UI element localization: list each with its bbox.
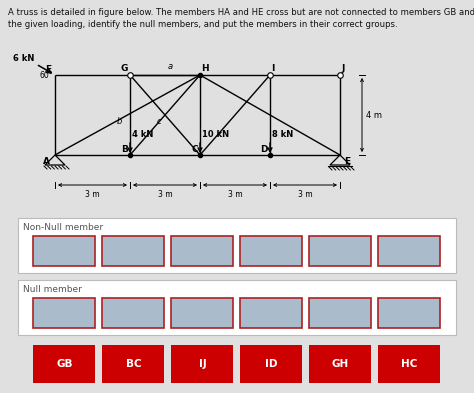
Text: a: a — [168, 62, 173, 71]
Text: 3 m: 3 m — [298, 190, 312, 199]
Bar — [34, 298, 95, 328]
Text: B: B — [121, 145, 128, 154]
Bar — [310, 298, 372, 328]
Text: IJ: IJ — [199, 359, 206, 369]
Text: 3 m: 3 m — [85, 190, 100, 199]
Bar — [379, 345, 440, 383]
Text: 10 kN: 10 kN — [202, 130, 229, 139]
Bar — [18, 218, 456, 273]
Bar — [240, 236, 302, 266]
Bar — [172, 298, 234, 328]
Text: GB: GB — [56, 359, 73, 369]
Bar — [310, 345, 372, 383]
Text: 4 kN: 4 kN — [132, 130, 154, 139]
Text: c: c — [156, 117, 161, 126]
Bar — [240, 298, 302, 328]
Text: A: A — [43, 157, 50, 166]
Text: 3 m: 3 m — [158, 190, 173, 199]
Text: the given loading, identify the null members, and put the members in their corre: the given loading, identify the null mem… — [8, 20, 398, 29]
Text: b: b — [117, 117, 122, 126]
Text: I: I — [271, 64, 274, 73]
Bar — [34, 345, 95, 383]
Text: GH: GH — [332, 359, 349, 369]
Text: 4 m: 4 m — [366, 110, 382, 119]
Text: E: E — [344, 157, 350, 166]
Text: A truss is detailed in figure below. The members HA and HE cross but are not con: A truss is detailed in figure below. The… — [8, 8, 474, 17]
Text: H: H — [201, 64, 209, 73]
Text: 3 m: 3 m — [228, 190, 242, 199]
Text: C: C — [191, 145, 198, 154]
Text: ID: ID — [265, 359, 278, 369]
Text: D: D — [261, 145, 268, 154]
Bar — [34, 236, 95, 266]
Text: 60°: 60° — [40, 71, 54, 80]
Bar — [310, 236, 372, 266]
Text: HC: HC — [401, 359, 418, 369]
Bar — [18, 280, 456, 335]
Text: 6 kN: 6 kN — [13, 54, 34, 63]
Bar — [379, 298, 440, 328]
Text: Non-Null member: Non-Null member — [23, 223, 103, 232]
Bar — [172, 236, 234, 266]
Text: J: J — [341, 64, 345, 73]
Bar — [102, 236, 164, 266]
Text: Null member: Null member — [23, 285, 82, 294]
Bar — [102, 298, 164, 328]
Bar — [172, 345, 234, 383]
Text: BC: BC — [126, 359, 141, 369]
Text: 8 kN: 8 kN — [272, 130, 293, 139]
Text: F: F — [45, 65, 51, 74]
Bar — [379, 236, 440, 266]
Bar — [240, 345, 302, 383]
Text: G: G — [120, 64, 128, 73]
Bar — [102, 345, 164, 383]
